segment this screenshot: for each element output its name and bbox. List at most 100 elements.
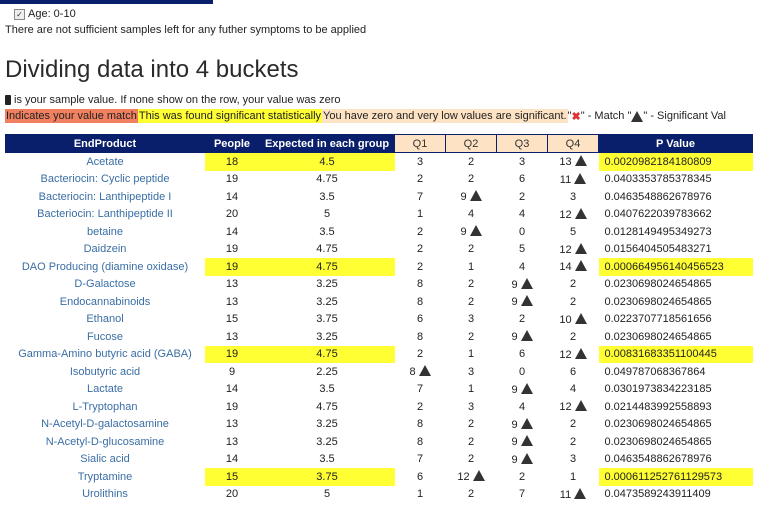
col-pvalue[interactable]: P Value [598, 134, 753, 153]
significant-triangle-icon [574, 242, 587, 254]
expected-cell: 3.5 [319, 190, 335, 203]
endproduct-link[interactable]: Gamma-Amino butyric acid (GABA) [18, 348, 192, 361]
q-value: 9 [511, 383, 518, 396]
col-people[interactable]: People [204, 134, 260, 153]
expected-cell: 4.5 [259, 152, 395, 171]
endproduct-link[interactable]: Bacteriocin: Lanthipeptide I [38, 190, 172, 203]
q-value: 4 [518, 260, 526, 273]
q-value: 2 [416, 225, 424, 238]
q-value: 2 [467, 488, 475, 501]
pvalue-cell: 0.0128149495349273 [604, 225, 712, 238]
endproduct-link[interactable]: DAO Producing (diamine oxidase) [21, 260, 189, 273]
significant-triangle-icon [520, 277, 533, 289]
q-value: 9 [511, 278, 518, 291]
notice-text: There are not sufficient samples left fo… [5, 24, 367, 36]
col-q4[interactable]: Q4 [547, 134, 599, 153]
q-value: 14 [559, 261, 572, 274]
endproduct-link[interactable]: N-Acetyl-D-glucosamine [45, 435, 165, 448]
sample-note: is your sample value. If none show on th… [5, 94, 341, 106]
people-cell: 14 [225, 225, 239, 238]
significant-triangle-icon [574, 172, 587, 184]
significant-triangle-icon [472, 470, 485, 482]
col-expected[interactable]: Expected in each group [259, 134, 395, 153]
sample-note-text: is your sample value. If none show on th… [14, 94, 341, 106]
endproduct-link[interactable]: Lactate [86, 383, 124, 396]
people-cell: 14 [225, 453, 239, 466]
table-row: Tryptamine 15 3.75 6 12 2 1 0.00061125276112957… [6, 468, 753, 486]
people-cell: 19 [225, 173, 239, 186]
endproduct-link[interactable]: Ethanol [86, 313, 124, 326]
q-value: 6 [416, 470, 424, 483]
endproduct-link[interactable]: Acetate [86, 155, 124, 168]
col-endproduct[interactable]: EndProduct [5, 134, 205, 153]
legend-match: Indicates your value match [5, 109, 138, 123]
q1-cell: 8 [395, 276, 446, 294]
q3-cell: 9 [497, 451, 548, 469]
legend-sig-text: " - Significant Val [643, 110, 726, 122]
q3-cell: 4 [497, 206, 548, 224]
q4-cell: 12 [548, 346, 599, 364]
table-row: N-Acetyl-D-glucosamine 13 3.25 8 2 9 2 0.023069… [6, 433, 753, 451]
q-value: 2 [416, 260, 424, 273]
endproduct-link[interactable]: Bacteriocin: Cyclic peptide [40, 173, 170, 186]
endproduct-link[interactable]: Bacteriocin: Lanthipeptide II [37, 208, 173, 221]
q3-cell: 4 [497, 398, 548, 416]
q3-cell: 6 [497, 346, 548, 364]
endproduct-link[interactable]: Isobutyric acid [69, 365, 141, 378]
people-cell: 19 [225, 400, 239, 413]
age-filter[interactable]: ✓ Age: 0-10 [14, 8, 76, 20]
q3-cell: 0 [497, 363, 548, 381]
q-value: 6 [518, 348, 526, 361]
q4-cell: 2 [548, 293, 599, 311]
q-value: 12 [559, 401, 572, 414]
endproduct-link[interactable]: D-Galactose [74, 278, 136, 291]
q-value: 4 [467, 208, 475, 221]
significant-triangle-icon [520, 452, 533, 464]
col-q2[interactable]: Q2 [445, 134, 497, 153]
endproduct-link[interactable]: betaine [86, 225, 124, 238]
col-q3[interactable]: Q3 [496, 134, 548, 153]
q4-cell: 3 [548, 451, 599, 469]
expected-cell: 3.75 [259, 468, 395, 486]
age-checkbox[interactable]: ✓ [14, 8, 25, 20]
pvalue-cell: 0.0214483992558893 [604, 400, 712, 413]
people-cell: 13 [225, 418, 239, 431]
significant-triangle-icon [574, 260, 587, 272]
endproduct-link[interactable]: Daidzein [83, 243, 127, 256]
q3-cell: 9 [497, 433, 548, 451]
q3-cell: 3 [497, 153, 548, 171]
q2-cell: 1 [446, 381, 497, 399]
q1-cell: 2 [395, 258, 446, 276]
endproduct-link[interactable]: Tryptamine [77, 470, 133, 483]
significant-triangle-icon [574, 312, 587, 324]
endproduct-link[interactable]: L-Tryptophan [72, 400, 138, 413]
endproduct-link[interactable]: N-Acetyl-D-galactosamine [41, 418, 169, 431]
endproduct-link[interactable]: Fucose [86, 330, 124, 343]
q4-cell: 13 [548, 153, 599, 171]
pvalue-cell: 0.049787068367864 [604, 365, 706, 378]
q4-cell: 4 [548, 381, 599, 399]
endproduct-link[interactable]: Endocannabinoids [59, 295, 151, 308]
q2-cell: 3 [446, 398, 497, 416]
q2-cell: 2 [446, 328, 497, 346]
table-row: Fucose 13 3.25 8 2 9 2 0.0230698024654865 [6, 328, 753, 346]
expected-cell: 3.25 [316, 278, 338, 291]
table-row: Isobutyric acid 9 2.25 8 3 0 6 0.04978706836786… [6, 363, 753, 381]
q-value: 13 [559, 156, 572, 169]
endproduct-link[interactable]: Urolithins [82, 488, 128, 501]
q3-cell: 5 [497, 241, 548, 259]
col-q1[interactable]: Q1 [394, 134, 446, 153]
q-value: 2 [467, 418, 475, 431]
pvalue-cell: 0.0230698024654865 [604, 435, 712, 448]
table-row: Daidzein 19 4.75 2 2 5 12 0.0156404505483271 [6, 241, 753, 259]
top-bar [0, 0, 213, 4]
significant-triangle-icon [574, 207, 587, 219]
people-cell: 13 [225, 295, 239, 308]
people-cell: 20 [225, 488, 239, 501]
pvalue-cell: 0.0020982184180809 [598, 152, 753, 171]
endproduct-link[interactable]: Sialic acid [80, 453, 130, 466]
significant-triangle-icon [520, 330, 533, 342]
expected-cell: 4.75 [316, 173, 338, 186]
expected-cell: 3.5 [319, 453, 335, 466]
q3-cell: 9 [497, 416, 548, 434]
